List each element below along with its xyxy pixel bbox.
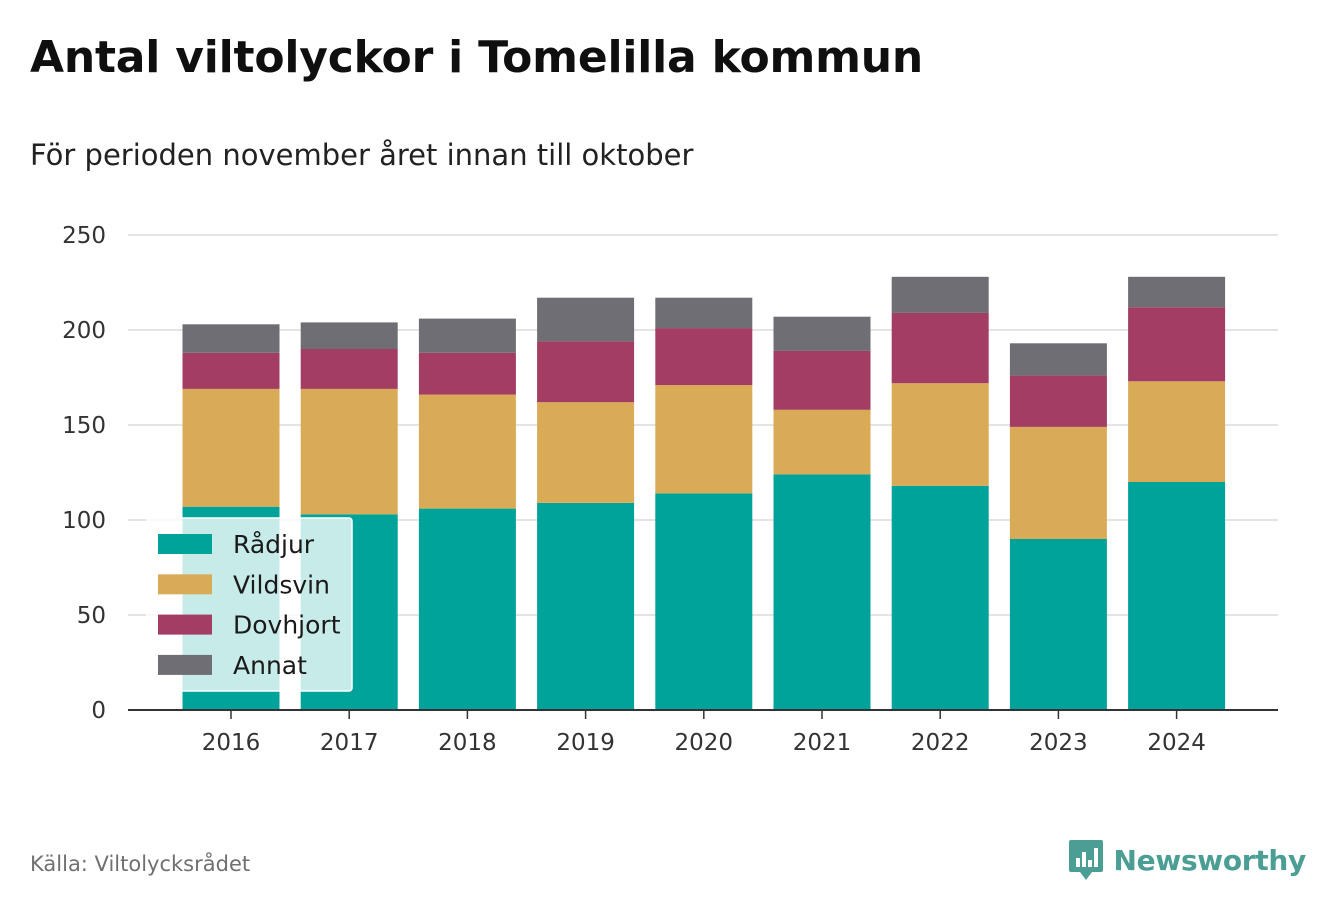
x-tick-label: 2020	[675, 730, 734, 756]
bar-segment-vildsvin-2024	[1128, 381, 1226, 482]
legend-swatch-rådjur	[158, 534, 212, 554]
bar-segment-vildsvin-2017	[300, 388, 398, 515]
legend-label-dovhjort: Dovhjort	[233, 611, 341, 640]
x-tick-label: 2024	[1147, 730, 1206, 756]
bar-segment-vildsvin-2021	[773, 409, 871, 475]
x-tick-label: 2019	[556, 730, 615, 756]
legend-swatch-vildsvin	[158, 574, 212, 595]
bar-segment-rådjur-2023	[1009, 539, 1107, 710]
bar-segment-vildsvin-2016	[182, 388, 280, 507]
legend-swatch-dovhjort	[158, 614, 212, 635]
bar-segment-annat-2016	[182, 324, 280, 353]
legend-label-annat: Annat	[233, 651, 307, 680]
x-tick-label: 2016	[202, 730, 261, 756]
y-tick-label: 250	[62, 223, 106, 249]
bar-segment-rådjur-2019	[537, 502, 635, 710]
bar-segment-annat-2020	[655, 297, 753, 329]
bar-segment-annat-2017	[300, 322, 398, 349]
bar-segment-rådjur-2024	[1128, 482, 1226, 710]
bar-segment-annat-2022	[891, 276, 989, 313]
x-tick-label: 2017	[320, 730, 379, 756]
x-tick-label: 2022	[911, 730, 970, 756]
brand-name: Newsworthy	[1113, 843, 1307, 877]
bar-segment-annat-2019	[537, 297, 635, 342]
bar-segment-annat-2021	[773, 316, 871, 351]
legend-label-rådjur: Rådjur	[233, 530, 315, 559]
bar-segment-dovhjort-2016	[182, 352, 280, 389]
bar-segment-rådjur-2018	[418, 508, 516, 710]
brand: Newsworthy	[1068, 838, 1306, 882]
bar-segment-annat-2024	[1128, 276, 1226, 308]
bar-segment-rådjur-2021	[773, 474, 871, 710]
bar-segment-dovhjort-2020	[655, 328, 753, 386]
chart-title: Antal viltolyckor i Tomelilla kommun	[30, 32, 924, 83]
bar-segment-dovhjort-2018	[418, 352, 516, 395]
bar-segment-vildsvin-2018	[418, 394, 516, 509]
bar-segment-rådjur-2020	[655, 493, 753, 710]
legend: Rådjur Vildsvin Dovhjort Annat	[146, 517, 353, 692]
bar-segment-vildsvin-2020	[655, 385, 753, 494]
bar-chart-speech-bubble-icon	[1068, 840, 1103, 880]
x-tick-label: 2023	[1029, 730, 1088, 756]
bar-segment-dovhjort-2022	[891, 312, 989, 384]
y-tick-label: 150	[62, 413, 106, 439]
bar-segment-dovhjort-2023	[1009, 375, 1107, 427]
axes: 0 50 100 150 200 250 2016 2017 2018 2019 2020 2021 2…	[62, 223, 1278, 756]
bar-segment-annat-2023	[1009, 343, 1107, 376]
legend-box	[146, 517, 353, 692]
bar-segment-dovhjort-2021	[773, 350, 871, 410]
legend-label-vildsvin: Vildsvin	[233, 570, 330, 599]
y-tick-label: 100	[62, 508, 106, 534]
bar-segment-dovhjort-2024	[1128, 307, 1226, 382]
chart-subtitle: För perioden november året innan till ok…	[30, 138, 694, 172]
bar-segment-annat-2018	[418, 318, 516, 353]
bar-segment-rådjur-2022	[891, 485, 989, 710]
legend-swatch-annat	[158, 654, 212, 675]
bar-segment-dovhjort-2017	[300, 349, 398, 389]
bar-segment-dovhjort-2019	[537, 341, 635, 403]
y-tick-label: 50	[77, 603, 106, 629]
bar-segment-vildsvin-2023	[1009, 426, 1107, 539]
x-tick-label: 2021	[793, 730, 852, 756]
y-tick-label: 200	[62, 318, 106, 344]
bar-segment-vildsvin-2022	[891, 383, 989, 486]
y-tick-label: 0	[91, 698, 106, 724]
bar-segment-vildsvin-2019	[537, 402, 635, 503]
source-note: Källa: Viltolycksrådet	[30, 852, 251, 876]
x-tick-label: 2018	[438, 730, 497, 756]
